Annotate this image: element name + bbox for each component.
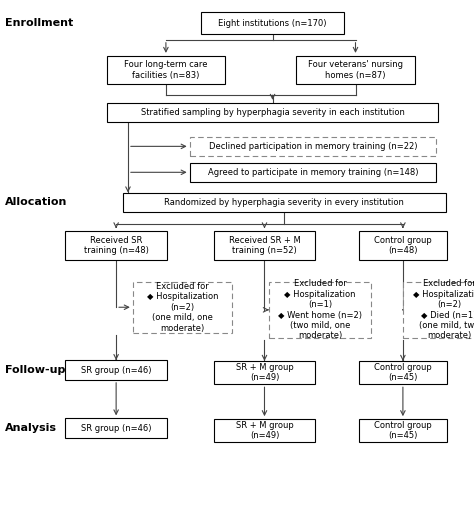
Text: Randomized by hyperphagia severity in every institution: Randomized by hyperphagia severity in ev… (164, 198, 404, 207)
FancyBboxPatch shape (133, 282, 232, 333)
FancyBboxPatch shape (296, 56, 415, 84)
Text: Control group
(n=45): Control group (n=45) (374, 421, 432, 441)
Text: Enrollment: Enrollment (5, 18, 73, 29)
Text: Four long-term care
facilities (n=83): Four long-term care facilities (n=83) (124, 60, 208, 80)
Text: Excluded for
◆ Hospitalization
(n=1)
◆ Went home (n=2)
(two mild, one
moderate): Excluded for ◆ Hospitalization (n=1) ◆ W… (278, 279, 362, 340)
FancyBboxPatch shape (65, 418, 167, 438)
FancyBboxPatch shape (65, 231, 167, 260)
Text: Excluded for
◆ Hospitalization
(n=2)
◆ Died (n=1)
(one mild, two
moderate): Excluded for ◆ Hospitalization (n=2) ◆ D… (413, 279, 474, 340)
FancyBboxPatch shape (359, 231, 447, 260)
FancyBboxPatch shape (190, 137, 436, 156)
Text: Agreed to participate in memory training (n=148): Agreed to participate in memory training… (208, 168, 418, 177)
FancyBboxPatch shape (201, 12, 344, 34)
FancyBboxPatch shape (107, 56, 225, 84)
Text: Control group
(n=45): Control group (n=45) (374, 363, 432, 383)
FancyBboxPatch shape (190, 163, 436, 182)
FancyBboxPatch shape (123, 193, 446, 212)
Text: Four veterans' nursing
homes (n=87): Four veterans' nursing homes (n=87) (308, 60, 403, 80)
FancyBboxPatch shape (269, 282, 371, 338)
Text: Eight institutions (n=170): Eight institutions (n=170) (219, 19, 327, 28)
Text: Received SR + M
training (n=52): Received SR + M training (n=52) (228, 236, 301, 255)
Text: Control group
(n=48): Control group (n=48) (374, 236, 432, 255)
FancyBboxPatch shape (359, 419, 447, 442)
Text: SR group (n=46): SR group (n=46) (81, 365, 151, 375)
FancyBboxPatch shape (65, 360, 167, 380)
Text: Allocation: Allocation (5, 197, 67, 208)
Text: Declined participation in memory training (n=22): Declined participation in memory trainin… (209, 142, 417, 151)
Text: Analysis: Analysis (5, 423, 57, 433)
FancyBboxPatch shape (402, 282, 474, 338)
Text: Excluded for
◆ Hospitalization
(n=2)
(one mild, one
moderate): Excluded for ◆ Hospitalization (n=2) (on… (147, 282, 218, 333)
FancyBboxPatch shape (359, 361, 447, 384)
FancyBboxPatch shape (107, 103, 438, 122)
Text: SR + M group
(n=49): SR + M group (n=49) (236, 421, 293, 441)
Text: Follow-up: Follow-up (5, 365, 65, 375)
FancyBboxPatch shape (213, 361, 316, 384)
FancyBboxPatch shape (213, 419, 316, 442)
FancyBboxPatch shape (213, 231, 316, 260)
Text: SR group (n=46): SR group (n=46) (81, 424, 151, 433)
Text: SR + M group
(n=49): SR + M group (n=49) (236, 363, 293, 383)
Text: Received SR
training (n=48): Received SR training (n=48) (84, 236, 148, 255)
Text: Stratified sampling by hyperphagia severity in each institution: Stratified sampling by hyperphagia sever… (141, 108, 404, 117)
